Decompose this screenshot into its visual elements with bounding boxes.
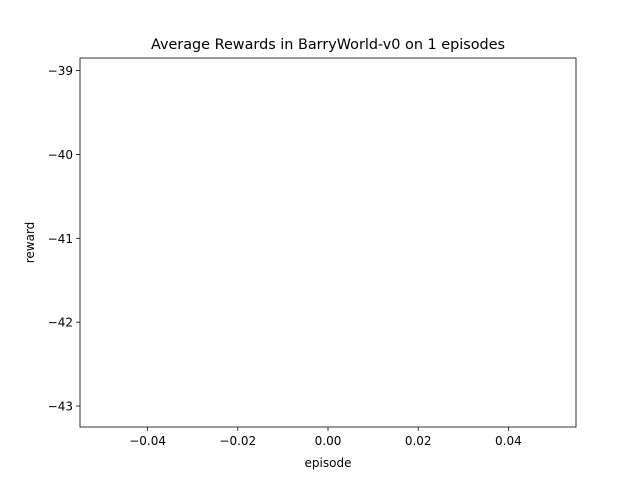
y-tick-label: −42 [48,316,73,330]
y-tick-label: −40 [48,148,73,162]
y-tick-label: −43 [48,400,73,414]
y-tick-label: −39 [48,64,73,78]
x-axis-ticks: −0.04 −0.02 0.00 0.02 0.04 [129,427,522,448]
plot-frame [79,57,577,428]
x-tick-label: −0.02 [219,434,256,448]
plot-area [80,58,576,427]
x-tick-label: 0.02 [405,434,432,448]
x-tick-label: 0.04 [495,434,522,448]
y-tick-label: −41 [48,232,73,246]
chart-title: Average Rewards in BarryWorld-v0 on 1 ep… [151,37,505,53]
x-tick-label: −0.04 [129,434,166,448]
y-axis-label: reward [23,222,37,264]
x-axis-label: episode [305,456,352,470]
x-tick-label: 0.00 [315,434,342,448]
y-axis-ticks: −43 −42 −41 −40 −39 [48,64,80,414]
